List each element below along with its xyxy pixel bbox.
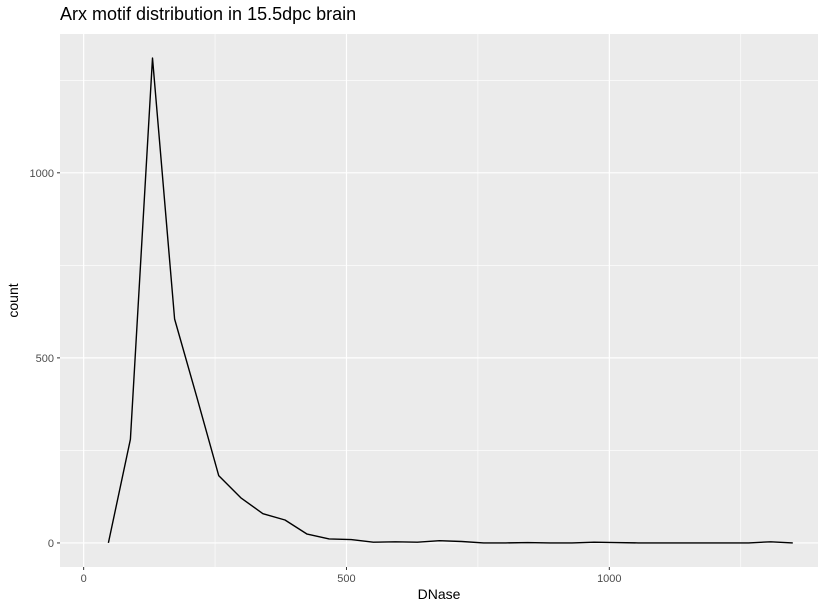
x-tick-label: 500 — [337, 573, 355, 585]
x-tick-label: 1000 — [597, 573, 621, 585]
series-group — [107, 57, 793, 544]
plot-panel — [60, 34, 818, 567]
y-axis-ticks: 0 500 1000 — [30, 168, 60, 550]
y-tick-label: 1000 — [30, 168, 54, 180]
x-axis-title: DNase — [418, 586, 461, 602]
minor-gridlines — [60, 34, 818, 567]
series-line — [107, 57, 793, 544]
chart-title: Arx motif distribution in 15.5dpc brain — [60, 4, 357, 24]
x-tick-label: 0 — [81, 573, 87, 585]
x-axis-ticks: 0 500 1000 — [81, 567, 622, 585]
y-axis-title: count — [5, 283, 21, 317]
y-tick-label: 0 — [48, 538, 54, 550]
y-tick-label: 500 — [36, 353, 54, 365]
